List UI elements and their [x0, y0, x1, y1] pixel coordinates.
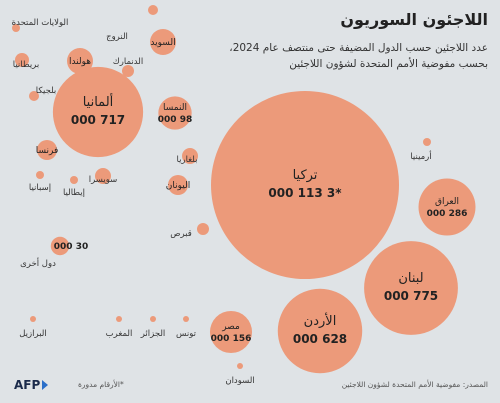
- bubble-8: [150, 29, 176, 55]
- rounding-note: *الأرقام مدورة: [78, 380, 124, 389]
- bubble-value: 30 000: [54, 242, 88, 252]
- bubble-27: [237, 363, 243, 369]
- bubble-label: اليونان: [166, 181, 190, 191]
- bubble-value: 98 000: [158, 115, 192, 125]
- bubble-label: مصر: [221, 322, 240, 332]
- bubble-label: السويد: [150, 38, 175, 48]
- bubble-2: [52, 66, 144, 158]
- bubble-21: [197, 223, 209, 235]
- afp-logo-text: AFP: [14, 378, 41, 392]
- bubble-label: الدنمارك: [113, 57, 143, 67]
- bubble-19: [182, 148, 198, 164]
- subtitle-line-2: بحسب مفوضية الأمم المتحدة لشؤون اللاجئين: [289, 58, 488, 70]
- bubble-label: النروج: [106, 32, 128, 42]
- bubble-9: [67, 48, 93, 74]
- bubble-label: بلجيكا: [36, 86, 57, 96]
- bubble-label: بريطانيا: [13, 60, 40, 70]
- afp-logo: AFP: [14, 378, 49, 392]
- bubble-16: [36, 171, 44, 179]
- bubble-7: [50, 236, 70, 256]
- bubble-17: [70, 176, 78, 184]
- bubble-26: [183, 316, 189, 322]
- bubble-label: بلغاريا: [177, 155, 198, 165]
- bubble-label: الجزائر: [140, 329, 166, 339]
- bubble-12: [15, 53, 29, 67]
- bubble-value: 156 000: [211, 334, 252, 344]
- bubble-6: [158, 96, 192, 130]
- bubble-4: [418, 178, 476, 236]
- bubble-0: [211, 91, 399, 279]
- bubble-label: النمسا: [163, 103, 187, 113]
- bubble-label: الولايات المتحدة: [12, 18, 69, 28]
- bubble-25: [150, 316, 156, 322]
- bubble-label: إيطاليا: [63, 188, 85, 198]
- bubble-label: إسبانيا: [29, 183, 51, 193]
- bubble-label: السودان: [225, 376, 254, 386]
- bubble-20: [168, 175, 188, 195]
- bubble-label: سويسرا: [89, 175, 118, 185]
- bubble-label: الأردن: [304, 312, 337, 329]
- bubble-label: دول أخرى: [20, 257, 56, 269]
- bubble-label: ألمانيا: [83, 93, 114, 110]
- chart-subtitle: عدد اللاجئين حسب الدول المضيفة حتى منتصف…: [188, 40, 488, 72]
- bubble-value: 775 000: [384, 289, 438, 303]
- bubble-label: تركيا: [293, 168, 318, 183]
- bubble-label: فرنسا: [36, 146, 59, 156]
- bubble-11: [148, 5, 158, 15]
- bubble-value: 717 000: [71, 113, 125, 127]
- bubble-10: [122, 65, 134, 77]
- bubble-18: [95, 168, 111, 184]
- bubble-23: [30, 316, 36, 322]
- bubble-5: [209, 310, 253, 354]
- bubble-24: [116, 316, 122, 322]
- bubble-14: [29, 91, 39, 101]
- bubble-15: [37, 140, 57, 160]
- bubble-label: لبنان: [398, 271, 423, 286]
- bubble-label: البرازيل: [19, 329, 46, 339]
- bubble-1: [364, 241, 458, 335]
- bubble-label: هولندا: [69, 57, 91, 67]
- bubble-22: [423, 138, 431, 146]
- bubble-label: قبرص: [170, 229, 192, 239]
- bubble-value: 628 000: [293, 332, 347, 346]
- bubble-13: [12, 24, 20, 32]
- bubble-value: *3 113 000: [268, 186, 342, 200]
- bubble-label: المغرب: [106, 329, 133, 339]
- bubble-3: [277, 288, 363, 374]
- afp-logo-arrow-icon: [42, 380, 49, 390]
- source-note: المصدر: مفوضية الأمم المتحدة لشؤون اللاج…: [341, 380, 488, 389]
- bubble-label: العراق: [435, 197, 459, 207]
- bubble-label: تونس: [176, 329, 197, 339]
- bubble-label: أرمينيا: [410, 150, 431, 162]
- bubble-value: 286 000: [427, 209, 468, 219]
- subtitle-line-1: عدد اللاجئين حسب الدول المضيفة حتى منتصف…: [229, 42, 488, 54]
- chart-title: اللاجئون السوريون: [340, 10, 488, 29]
